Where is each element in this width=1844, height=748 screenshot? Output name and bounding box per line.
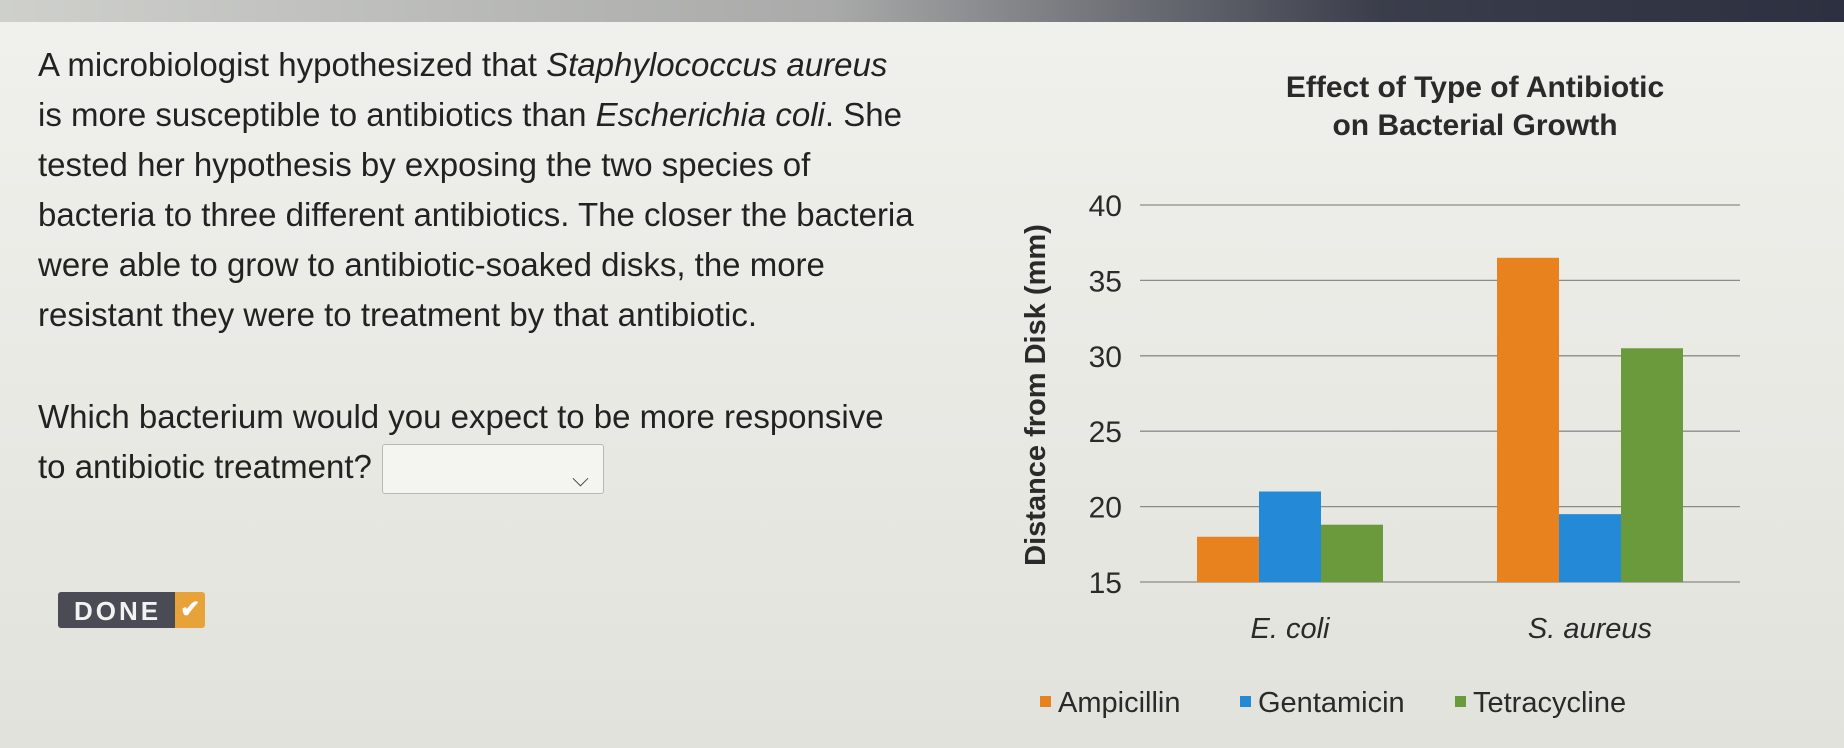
done-button-label: DONE	[58, 592, 176, 628]
y-tick-label: 30	[1089, 341, 1122, 374]
question-text: A microbiologist hypothesized that Staph…	[38, 40, 918, 495]
legend-swatch-ampicillin	[1040, 696, 1051, 707]
y-axis-label: Distance from Disk (mm)	[1020, 224, 1052, 566]
legend-swatch-tetracycline	[1455, 696, 1466, 707]
bar-gentamicin	[1259, 491, 1321, 582]
y-tick-label: 40	[1089, 190, 1122, 223]
question-prompt: Which bacterium would you expect to be m…	[38, 392, 918, 495]
x-tick-label: E. coli	[1251, 613, 1332, 645]
legend-label: Tetracycline	[1473, 687, 1626, 719]
legend-swatch-gentamicin	[1240, 696, 1251, 707]
legend-label: Gentamicin	[1258, 687, 1405, 719]
prompt-text: Which bacterium would you expect to be m…	[38, 398, 884, 485]
passage-text-3: . She tested her hypothesis by exposing …	[38, 96, 914, 333]
passage-text-2: is more susceptible to antibiotics than	[38, 96, 596, 133]
bar-tetracycline	[1621, 348, 1683, 582]
checkmark-icon: ✔	[175, 592, 206, 628]
y-tick-label: 20	[1089, 492, 1122, 525]
y-tick-label: 25	[1089, 416, 1122, 449]
y-tick-label: 35	[1089, 265, 1122, 298]
passage: A microbiologist hypothesized that Staph…	[38, 40, 918, 340]
answer-dropdown[interactable]: ⌵	[381, 444, 604, 495]
passage-text-1: A microbiologist hypothesized that	[38, 46, 537, 83]
bar-tetracycline	[1321, 524, 1383, 582]
done-button[interactable]: DONE ✔	[58, 592, 206, 628]
bar-ampicillin	[1497, 257, 1559, 582]
species-escherichia: Escherichia coli	[595, 96, 825, 133]
y-tick-label: 15	[1089, 567, 1122, 600]
chevron-down-icon: ⌵	[572, 466, 589, 492]
chart-title: Effect of Type of Antibiotic on Bacterial…	[1286, 71, 1664, 142]
species-staphylococcus: Staphylococcus aureus	[546, 46, 888, 83]
bar-ampicillin	[1197, 536, 1259, 582]
bar-gentamicin	[1559, 514, 1621, 582]
legend-label: Ampicillin	[1058, 687, 1180, 719]
x-tick-label: S. aureus	[1528, 613, 1652, 645]
